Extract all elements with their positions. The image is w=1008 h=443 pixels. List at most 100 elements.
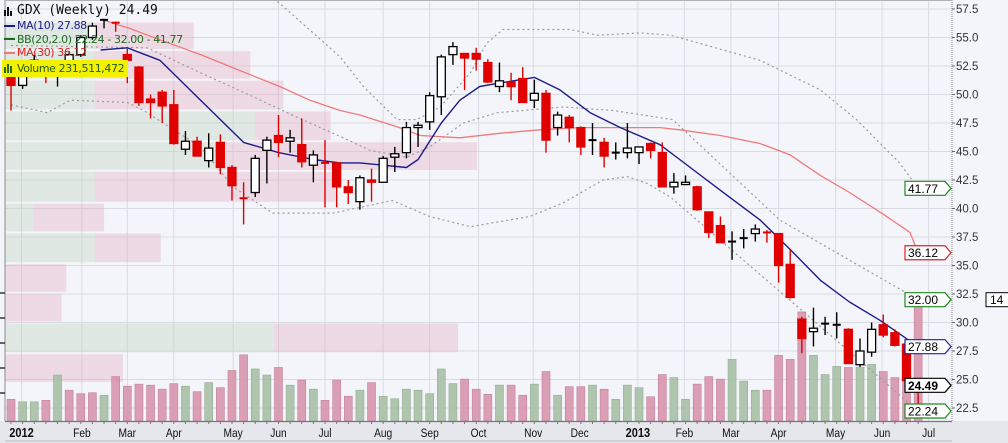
volume-bar bbox=[716, 378, 725, 421]
price-badge bbox=[904, 403, 952, 419]
x-tick-label: Mar bbox=[722, 427, 740, 440]
candle bbox=[518, 67, 528, 104]
candle-body bbox=[297, 144, 307, 163]
y-tick-label: 52.5 bbox=[956, 61, 978, 73]
candle bbox=[773, 232, 784, 283]
volume-bar bbox=[227, 370, 237, 421]
candle bbox=[308, 150, 319, 183]
candle bbox=[169, 89, 179, 145]
legend-ma10: MA(10) 27.88 bbox=[4, 19, 183, 33]
legend-title-row: GDX (Weekly) 24.49 bbox=[4, 3, 183, 19]
volume-by-price-up bbox=[5, 111, 256, 141]
legend-bb: BB(20,2.0) 22.24 - 32.00 - 41.77 bbox=[4, 33, 183, 47]
candle bbox=[331, 161, 342, 208]
price-badge bbox=[904, 377, 952, 393]
volume-bar bbox=[146, 384, 155, 421]
volume-bar bbox=[727, 359, 737, 421]
x-tick-label: Jul bbox=[318, 427, 331, 440]
x-tick-label: Feb bbox=[73, 427, 91, 440]
y-tick-label: 40.0 bbox=[956, 204, 978, 216]
bb-middle-line bbox=[10, 44, 919, 301]
candle bbox=[564, 115, 574, 143]
candle bbox=[680, 175, 691, 186]
volume-bar bbox=[355, 389, 365, 421]
candle bbox=[471, 47, 481, 71]
legend-bb-text: BB(20,2.0) 22.24 - 32.00 - 41.77 bbox=[17, 32, 183, 46]
volume-bar bbox=[18, 401, 27, 421]
candle bbox=[180, 130, 191, 155]
volume-bar bbox=[495, 384, 504, 421]
candle bbox=[111, 21, 120, 32]
candle bbox=[215, 134, 225, 175]
x-tick-label: Jun bbox=[270, 427, 286, 440]
candle bbox=[297, 118, 307, 168]
candle bbox=[366, 168, 377, 202]
candle-body bbox=[890, 332, 900, 346]
x-tick-label: Oct bbox=[471, 427, 488, 440]
candle-body bbox=[401, 126, 412, 154]
candle-body bbox=[797, 318, 807, 340]
volume-bar bbox=[530, 383, 539, 421]
volume-bar bbox=[425, 393, 434, 421]
volume-by-price-down bbox=[5, 264, 67, 292]
candle bbox=[878, 314, 888, 338]
candle-body bbox=[773, 232, 784, 267]
candle bbox=[285, 129, 295, 153]
candle bbox=[646, 142, 656, 159]
volume-bar bbox=[762, 389, 772, 421]
candle bbox=[797, 316, 807, 354]
candle-body bbox=[87, 25, 98, 39]
volume-bar bbox=[564, 386, 574, 421]
volume-bar bbox=[506, 384, 516, 421]
candle-body bbox=[866, 328, 877, 353]
candle-body bbox=[204, 147, 214, 162]
volume-bar bbox=[378, 395, 388, 421]
candle bbox=[204, 133, 214, 168]
volume-bar bbox=[192, 391, 202, 421]
price-badge-label: 32.00 bbox=[908, 293, 938, 307]
volume-bar bbox=[785, 359, 795, 421]
y-tick-label: 37.5 bbox=[956, 232, 978, 244]
candle-body bbox=[564, 116, 574, 129]
y-tick-label: 57.5 bbox=[956, 4, 978, 16]
candle-body bbox=[878, 324, 888, 336]
volume-bar bbox=[262, 374, 272, 421]
candle bbox=[483, 59, 493, 84]
candle bbox=[390, 146, 400, 173]
volume-bar bbox=[797, 311, 807, 421]
volume-bar bbox=[832, 366, 842, 421]
volume-bar bbox=[774, 355, 783, 421]
candle-body bbox=[157, 91, 167, 107]
candle-body bbox=[483, 61, 493, 83]
candle-body bbox=[343, 186, 353, 194]
candle bbox=[506, 72, 516, 101]
price-badge-label: 27.88 bbox=[908, 340, 938, 354]
candle bbox=[378, 156, 388, 183]
candle bbox=[634, 146, 644, 165]
x-tick-label: Sep bbox=[421, 427, 439, 440]
legend-ma30-text: MA(30) 36.12 bbox=[17, 46, 87, 59]
volume-bar bbox=[460, 378, 469, 421]
candle-body bbox=[843, 328, 854, 365]
volume-bar bbox=[588, 384, 597, 421]
price-badge bbox=[904, 180, 952, 196]
volume-bar bbox=[553, 394, 562, 421]
chart-legend: GDX (Weekly) 24.49 MA(10) 27.88 BB(20,2.… bbox=[2, 3, 183, 78]
ma30-line bbox=[103, 19, 919, 253]
candle bbox=[715, 216, 726, 244]
bb-lower-line bbox=[10, 99, 919, 412]
volume-by-price-down bbox=[94, 233, 161, 263]
x-tick-label: 2013 bbox=[626, 425, 651, 440]
candle-body bbox=[459, 52, 470, 59]
volume-bar bbox=[669, 377, 679, 421]
candle-body bbox=[355, 177, 365, 203]
candle bbox=[728, 231, 737, 260]
candle bbox=[611, 142, 620, 160]
legend-volume-text: Volume 231,511,472 bbox=[17, 61, 125, 75]
candle-body bbox=[471, 52, 481, 60]
volume-bar bbox=[111, 376, 120, 421]
volume-bar bbox=[123, 385, 132, 421]
x-tick-label: Dec bbox=[571, 427, 590, 440]
